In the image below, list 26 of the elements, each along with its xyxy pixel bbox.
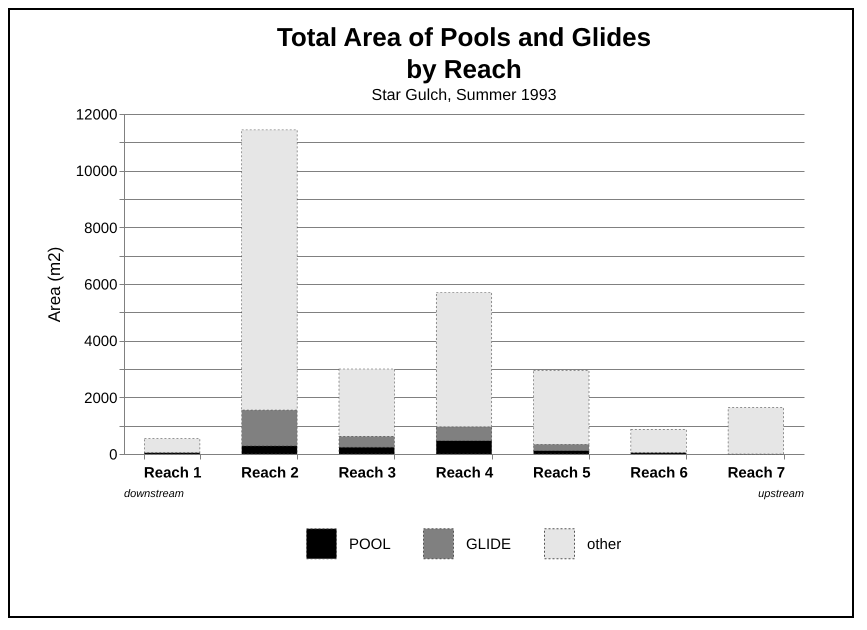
y-tick-label: 8000: [84, 220, 118, 237]
text: upstream: [758, 488, 804, 500]
y-tick-label: 0: [109, 446, 118, 464]
x-tick-label: Reach 5: [533, 464, 591, 482]
x-tick-label: Reach 3: [338, 464, 396, 482]
text: by Reach: [406, 54, 522, 84]
y-tick-label: 2000: [84, 390, 118, 407]
y-tick-label: 6000: [84, 276, 118, 294]
bar: [630, 429, 687, 453]
y-tick-label: 12000: [76, 106, 118, 124]
text: Total Area of Pools and Glides: [276, 22, 652, 52]
x-tick-label: Reach 7: [728, 464, 786, 482]
chart-subtitle: Star Gulch, Summer 1993: [372, 87, 557, 104]
bar: [144, 438, 200, 453]
y-tick-label: 10000: [76, 163, 118, 180]
y-tick-label: 4000: [84, 333, 118, 350]
legend-label: POOL: [349, 536, 391, 553]
y-axis-title: Area (m2): [44, 246, 64, 322]
legend-label: other: [587, 536, 622, 553]
x-tick-label: Reach 1: [144, 464, 202, 482]
legend-label: GLIDE: [466, 536, 512, 553]
x-tick-label: Reach 4: [436, 464, 494, 482]
x-tick-label: Reach 6: [630, 464, 688, 482]
bar: [728, 407, 784, 454]
x-tick-label: Reach 2: [241, 464, 299, 482]
text: downstream: [124, 488, 184, 500]
